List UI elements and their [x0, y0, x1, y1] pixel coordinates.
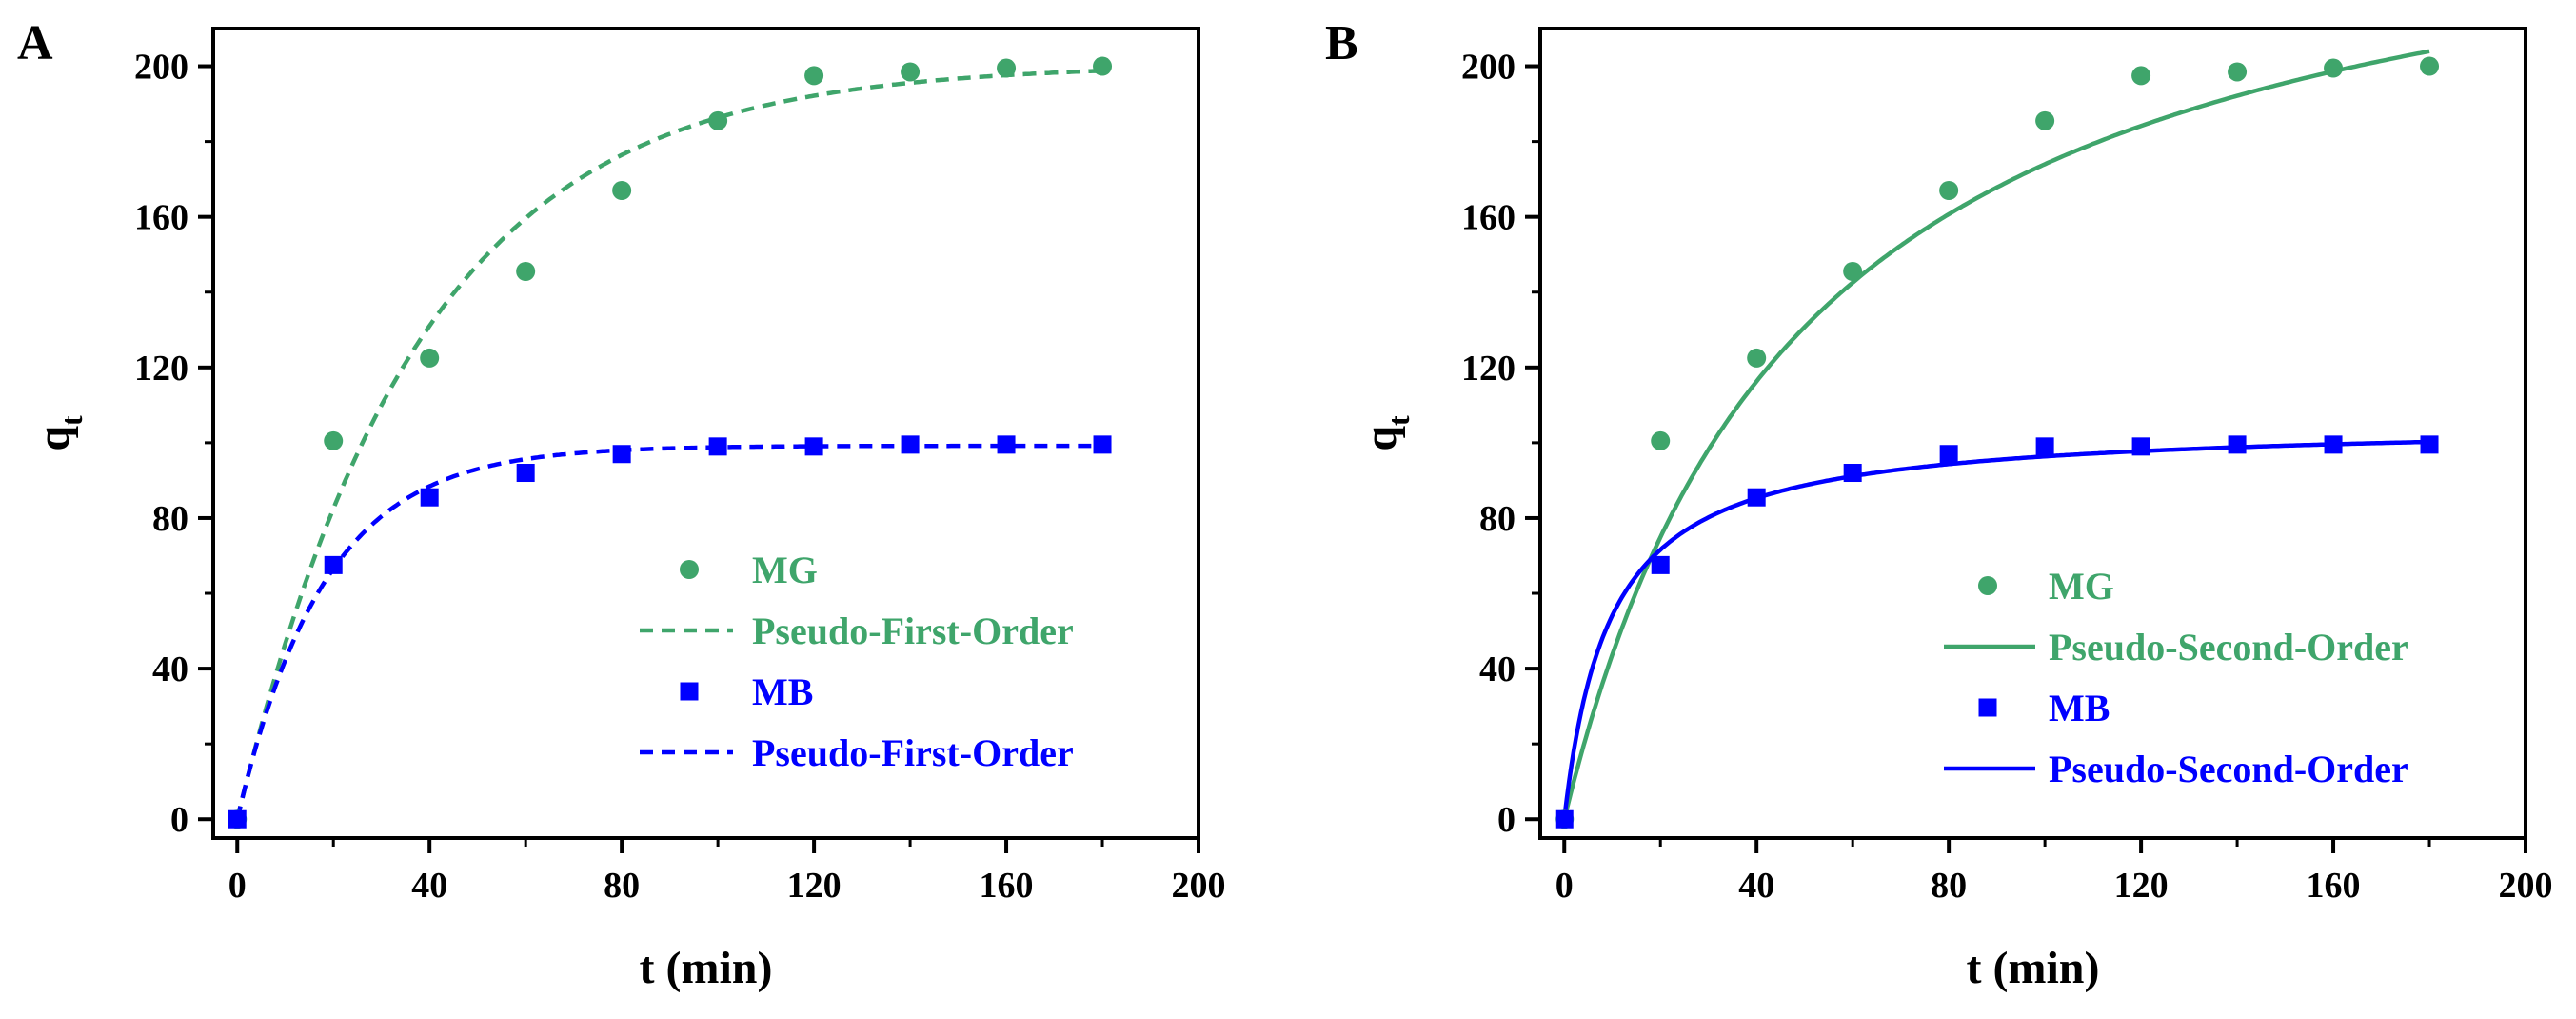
- legend-label: Pseudo-Second-Order: [2049, 626, 2408, 669]
- x-tick-label: 120: [2114, 866, 2169, 906]
- y-tick-label: 200: [134, 48, 188, 88]
- data-point-mb: [1651, 555, 1670, 574]
- y-tick-label: 80: [1479, 499, 1516, 539]
- x-tick-label: 0: [1556, 866, 1574, 906]
- y-tick-label: 40: [152, 649, 188, 689]
- data-point-mb: [1555, 809, 1574, 829]
- data-point-mb: [1093, 435, 1112, 454]
- data-point-mb: [1747, 488, 1766, 507]
- fit-curve-pseudo-second-order: [1561, 439, 2430, 820]
- fit-curve-pseudo-first-order: [235, 443, 1102, 820]
- x-tick-label: 200: [1172, 866, 1226, 906]
- data-point-mb: [324, 555, 343, 574]
- y-axis-title: qt: [1356, 415, 1416, 451]
- panel-b: B 0 40 80 120 160 200 0 40 80 120 160 200 t (min) qt MG…: [1325, 16, 2553, 993]
- legend-marker-mb: [1978, 698, 1997, 717]
- data-point-mg: [1843, 262, 1863, 281]
- y-axis-title: qt: [29, 415, 89, 451]
- data-point-mg: [901, 62, 921, 82]
- y-tick-label: 160: [1461, 198, 1516, 238]
- x-tick-label: 200: [2499, 866, 2553, 906]
- legend-label: Pseudo-First-Order: [752, 609, 1074, 652]
- data-point-mg: [1939, 181, 1959, 200]
- x-axis-title: t (min): [1967, 943, 2100, 993]
- panel-label: A: [17, 16, 53, 70]
- data-point-mb: [612, 445, 631, 464]
- legend-marker-mg: [680, 560, 699, 579]
- data-point-mg: [708, 110, 728, 130]
- data-point-mb: [997, 435, 1016, 454]
- legend-label: MG: [752, 549, 818, 591]
- x-tick-label: 80: [1931, 866, 1967, 906]
- data-point-mb: [708, 437, 727, 456]
- data-point-mg: [804, 66, 824, 86]
- y-tick-label: 200: [1461, 48, 1516, 88]
- data-point-mg: [324, 430, 344, 450]
- data-point-mg: [1747, 348, 1767, 368]
- y-tick-label: 0: [170, 800, 188, 840]
- data-point-mg: [2420, 56, 2440, 76]
- panel-label: B: [1325, 16, 1358, 70]
- legend-marker-mb: [680, 682, 699, 701]
- data-point-mg: [1651, 430, 1671, 450]
- x-tick-label: 40: [1738, 866, 1774, 906]
- data-point-mb: [420, 488, 439, 507]
- legend-label: MB: [2049, 687, 2110, 729]
- data-point-mb: [804, 437, 823, 456]
- data-point-mb: [1939, 445, 1958, 464]
- y-tick-label: 40: [1479, 649, 1516, 689]
- legend-marker-mg: [1978, 576, 1997, 595]
- legend-label: Pseudo-First-Order: [752, 731, 1074, 774]
- y-tick-label: 0: [1497, 800, 1516, 840]
- data-point-mg: [612, 181, 632, 200]
- data-point-mb: [2228, 435, 2247, 454]
- legend-label: MB: [752, 670, 813, 713]
- data-point-mb: [2035, 437, 2054, 456]
- data-point-mg: [2035, 110, 2055, 130]
- y-tick-label: 80: [152, 499, 188, 539]
- y-tick-label: 120: [1461, 349, 1516, 389]
- data-point-mg: [420, 348, 440, 368]
- data-point-mg: [1093, 56, 1113, 76]
- legend-label: MG: [2049, 565, 2114, 608]
- x-tick-label: 160: [980, 866, 1034, 906]
- x-tick-label: 80: [604, 866, 640, 906]
- data-point-mg: [516, 262, 536, 281]
- legend-label: Pseudo-Second-Order: [2049, 748, 2408, 790]
- data-point-mg: [997, 58, 1017, 78]
- data-point-mb: [2131, 437, 2150, 456]
- x-tick-label: 120: [787, 866, 842, 906]
- data-point-mb: [901, 435, 920, 454]
- y-tick-label: 160: [134, 198, 188, 238]
- plot-frame: [211, 27, 1200, 840]
- fit-curve-pseudo-first-order: [235, 69, 1103, 820]
- data-point-mb: [2324, 435, 2343, 454]
- x-tick-label: 160: [2307, 866, 2361, 906]
- data-point-mg: [2324, 58, 2344, 78]
- data-point-mb: [516, 464, 535, 483]
- y-tick-label: 120: [134, 349, 188, 389]
- panel-a: A 0 40 80 120 160 200 0 40 80 120 160 200 t (min) qt MG…: [17, 16, 1226, 993]
- y-axis-title-subscript: t: [1381, 415, 1416, 426]
- data-point-mb: [2420, 435, 2439, 454]
- plot-frame: [1538, 27, 2527, 840]
- x-tick-label: 40: [411, 866, 447, 906]
- y-axis-title-subscript: t: [54, 415, 89, 426]
- data-point-mg: [2131, 66, 2151, 86]
- data-point-mg: [2228, 62, 2248, 82]
- fit-curve-pseudo-second-order: [1562, 49, 2430, 820]
- x-axis-title: t (min): [640, 943, 773, 993]
- data-point-mb: [1843, 464, 1862, 483]
- x-tick-label: 0: [228, 866, 247, 906]
- data-point-mb: [228, 809, 247, 829]
